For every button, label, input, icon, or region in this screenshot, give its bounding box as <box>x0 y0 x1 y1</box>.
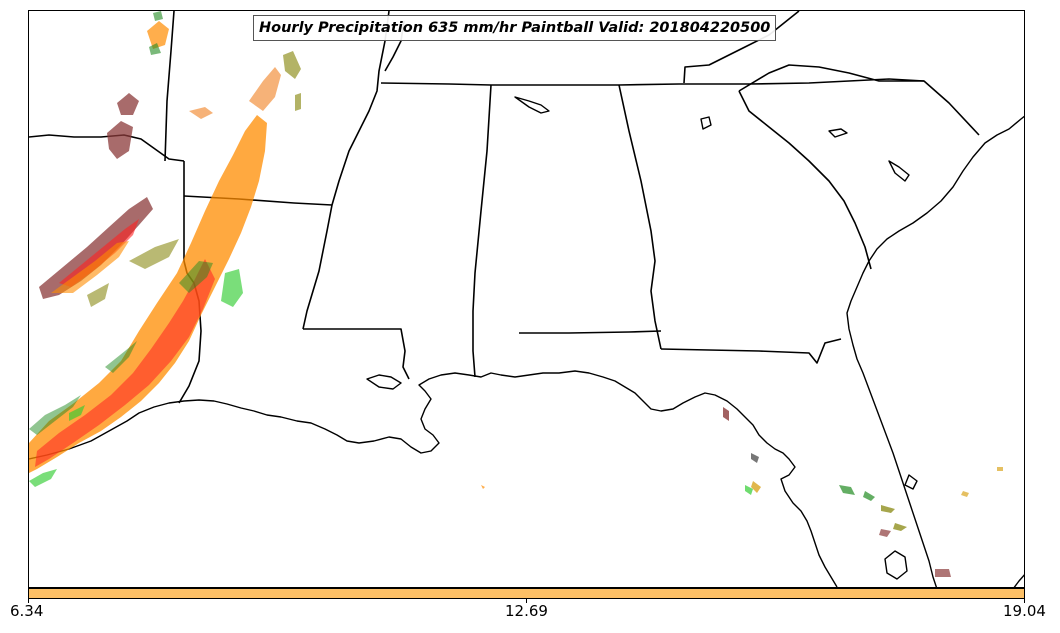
map-title: Hourly Precipitation 635 mm/hr Paintball… <box>253 15 777 41</box>
precip-band-north-red <box>59 219 139 287</box>
island <box>884 550 908 580</box>
border-al-ga <box>618 84 662 350</box>
precip-swath-olive <box>87 239 179 307</box>
border-ar-ms <box>183 195 333 206</box>
map-svg <box>29 11 1024 587</box>
lake <box>888 160 910 182</box>
precip-cell-small <box>481 485 485 489</box>
precip-cell-gulf <box>723 407 729 421</box>
precip-band-north-orange <box>51 241 129 293</box>
colorbar-tick <box>526 599 527 603</box>
precip-swath-green <box>29 261 213 435</box>
border-ms-al <box>472 84 492 378</box>
precip-band-north <box>39 197 153 299</box>
border-ms-tn <box>380 82 492 86</box>
map-panel <box>28 10 1025 588</box>
border-tn-ga <box>618 78 925 86</box>
border-tn-ky <box>683 11 800 84</box>
precip-cell-fl4 <box>961 467 1003 497</box>
lake <box>828 128 848 138</box>
lake <box>904 474 918 490</box>
coastline-se <box>1013 574 1024 587</box>
lake <box>514 96 550 114</box>
precip-cell-fl3 <box>879 529 951 577</box>
precip-cell-gulf2 <box>751 453 759 463</box>
colorbar-tick-label-max: 19.04 <box>1003 602 1046 620</box>
border-ga-sc <box>738 90 872 270</box>
precip-cell-gulf4 <box>751 481 761 493</box>
border-fl-ga <box>660 338 842 364</box>
coastline-east <box>846 115 1024 587</box>
precip-cell-fl2 <box>881 505 907 531</box>
border-tx-ok <box>29 134 185 162</box>
precip-cell-fl <box>839 485 875 501</box>
paintball-overlay <box>29 11 1003 577</box>
precip-cell-ar <box>107 93 139 159</box>
precip-cell-gulf3 <box>745 485 753 495</box>
lake <box>700 116 712 130</box>
precip-swath-orange <box>29 115 267 473</box>
border-al-fl <box>519 330 662 334</box>
colorbar-tick-label-min: 6.34 <box>10 602 44 620</box>
border-nc-sc <box>738 64 980 136</box>
coastline <box>29 370 838 587</box>
precip-cell-top-green <box>149 11 163 55</box>
border-ar-north <box>164 11 175 162</box>
colorbar-tick-label-mid: 12.69 <box>505 602 548 620</box>
river-ms <box>302 11 390 330</box>
precip-cell-olive-ne <box>283 51 301 111</box>
precip-cell-ne <box>189 67 281 119</box>
island <box>366 374 402 390</box>
border-la-ms <box>303 328 410 380</box>
colorbar-tick <box>1024 599 1025 603</box>
colorbar <box>28 588 1025 599</box>
precip-cell-top <box>147 21 169 49</box>
colorbar-tick <box>28 599 29 603</box>
